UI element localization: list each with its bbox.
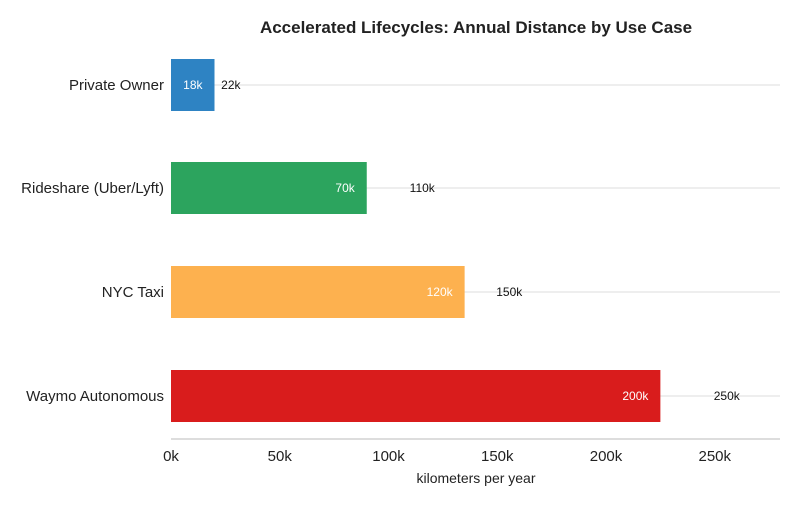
range-value-label: 250k xyxy=(714,389,741,403)
bar-value-label: 70k xyxy=(335,181,355,195)
x-tick-labels: 0k 50k 100k 150k 200k 250k xyxy=(163,448,731,465)
x-tick-label: 150k xyxy=(481,448,514,465)
x-tick-label: 100k xyxy=(372,448,405,465)
bar xyxy=(171,370,661,422)
range-value-label: 110k xyxy=(410,181,436,195)
bar xyxy=(171,59,215,111)
x-tick-label: 200k xyxy=(590,448,623,465)
bar-value-label: 200k xyxy=(622,389,649,403)
grid-lines xyxy=(171,84,780,397)
x-tick-label: 250k xyxy=(698,448,731,465)
range-value-label: 150k xyxy=(496,285,523,299)
bars xyxy=(171,59,661,422)
category-label: Rideshare (Uber/Lyft) xyxy=(21,180,164,197)
category-labels: Private Owner Rideshare (Uber/Lyft) NYC Ta… xyxy=(21,77,164,405)
category-label: Private Owner xyxy=(69,77,164,94)
x-axis-label: kilometers per year xyxy=(416,470,535,486)
bar xyxy=(171,266,465,318)
chart-title: Accelerated Lifecycles: Annual Distance … xyxy=(260,18,692,37)
bar xyxy=(171,162,367,214)
category-label: NYC Taxi xyxy=(102,284,164,301)
bar-value-label: 18k xyxy=(183,78,203,92)
bar-value-label: 120k xyxy=(427,285,454,299)
range-value-label: 22k xyxy=(221,78,241,92)
category-label: Waymo Autonomous xyxy=(26,388,164,405)
x-tick-label: 50k xyxy=(268,448,293,465)
x-tick-label: 0k xyxy=(163,448,179,465)
bar-labels: 18k 22k 70k 110k 120k 150k 200k 250k xyxy=(183,78,741,403)
